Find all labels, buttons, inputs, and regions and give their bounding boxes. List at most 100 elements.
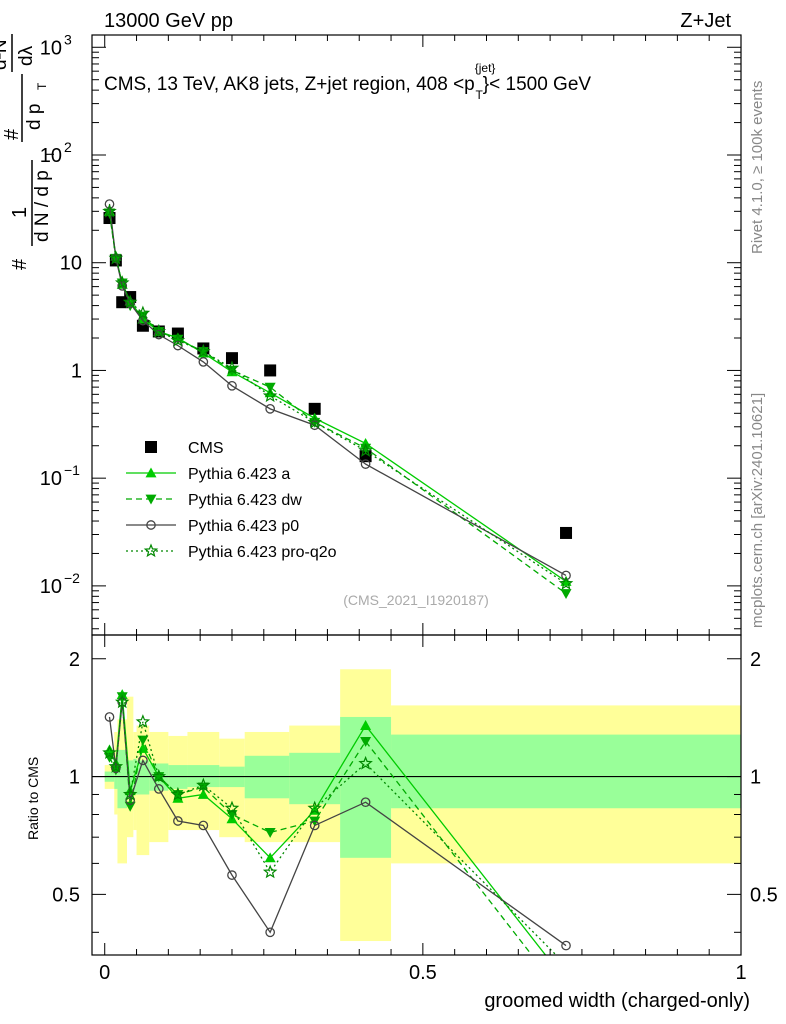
point-pythia_proq2o-12 [560,959,571,970]
point-pythia_dw-9 [264,382,276,393]
point-pythia_proq2o-5 [151,323,167,338]
analysis-watermark: (CMS_2021_I1920187) [343,592,489,608]
point-pythia_p0-5 [153,329,164,340]
mcplots-label: mcplots.cern.ch [arXiv:2401.10621] [749,393,766,628]
point-pythia_a-12 [560,575,572,586]
point-pythia_p0-11 [360,459,371,469]
point-pythia_proq2o-11 [358,443,373,457]
point-pythia_dw-9 [264,828,276,838]
ratio-series-layer [102,689,572,986]
y-tick-exp-4: 2 [64,139,72,155]
rivet-label: Rivet 4.1.0, ≥ 100k events [749,81,766,254]
point-pythia_p0-4 [138,755,148,766]
y-tick-label-ratio-left-1: 1 [69,767,80,789]
point-pythia_proq2o-2 [114,694,130,709]
point-pythia_proq2o-7 [196,777,211,792]
point-pythia_p0-9 [265,927,276,938]
legend-marker-pythia_dw [145,494,157,505]
series-line-pythia_proq2o [108,211,567,585]
ylabel-dn-t: T [43,150,57,158]
y-tick-base-2: 1 [71,360,82,382]
ylabel-d2n: d²N [0,39,11,70]
point-pythia_proq2o-8 [224,800,240,815]
series-line-pythia_proq2o [108,702,557,955]
point-pythia_p0-9 [265,403,276,414]
y-tick-label-main-0: 10 [40,576,62,598]
main-series-layer [102,199,574,599]
point-pythia_a-0 [103,744,115,755]
ratio-frame [91,634,742,956]
legend: CMS Pythia 6.423 a Pythia 6.423 dw Pythia 6… [126,440,337,561]
y-tick-exp-5: 3 [64,31,72,47]
point-pythia_dw-3 [124,801,136,812]
plot-title-sub: T [475,88,483,102]
point-pythia_p0-12 [561,570,571,581]
point-pythia_proq2o-4 [135,305,151,320]
plot-title-main: CMS, 13 TeV, AK8 jets, Z+jet region, 408… [104,74,475,95]
series-pythia_proq2o [102,203,574,590]
series-pythia_proq2o [102,694,571,970]
point-pythia_proq2o-10 [307,800,322,815]
plot-title-tail: }< 1500 GeV [483,74,592,95]
y-tick-label-ratio-right-1: 1 [750,767,761,789]
x-axis-label: groomed width (charged-only) [484,990,750,1012]
legend-marker-pythia_proq2o [143,543,159,558]
point-pythia_proq2o-3 [122,786,138,801]
legend-label-pythia_proq2o: Pythia 6.423 pro-q2o [188,544,337,561]
y-tick-base-5: 10 [40,37,62,59]
point-cms-12 [560,526,573,539]
point-pythia_proq2o-8 [224,360,240,375]
header-left: 13000 GeV pp [104,10,233,32]
point-pythia_p0-8 [227,870,237,880]
point-pythia_dw-11 [360,736,372,747]
legend-label-cms: CMS [188,440,224,457]
y-tick-label-ratio-left-2: 2 [69,649,80,671]
point-pythia_p0-8 [227,380,237,391]
y-tick-base-0: 10 [40,576,62,598]
y-tick-label-main-3: 10 [60,253,82,275]
ratio-ylabel: Ratio to CMS [25,757,41,840]
point-pythia_p0-5 [153,784,164,794]
point-pythia_p0-1 [111,763,121,774]
point-pythia_proq2o-2 [114,275,130,290]
band-inner-13 [391,734,741,809]
point-pythia_proq2o-5 [151,768,167,783]
ylabel-dlambda: dλ [16,45,37,66]
point-pythia_proq2o-6 [170,786,186,801]
point-pythia_proq2o-10 [307,414,322,429]
series-line-pythia_a [108,211,567,582]
point-pythia_p0-6 [173,816,183,826]
point-pythia_p0-7 [198,820,209,831]
point-pythia_proq2o-9 [262,864,278,879]
ylabel-dn: d N / d p [32,170,53,242]
legend-label-pythia_a: Pythia 6.423 a [188,466,290,483]
y-tick-label-ratio-right-2: 2 [750,649,761,671]
point-pythia_proq2o-1 [108,759,124,773]
point-pythia_proq2o-6 [170,332,186,347]
series-cms [103,212,573,539]
band-inner-3 [126,760,134,799]
plot-title-sup: {jet} [475,61,496,75]
y-tick-label-main-1: 10 [40,468,62,490]
point-pythia_a-12 [561,976,572,986]
point-pythia_p0-10 [309,820,320,831]
band-inner-2 [117,749,127,809]
y-tick-label-main-4: 10 [40,145,62,167]
point-cms-9 [264,364,277,377]
y-tick-label-ratio-left-0: 0.5 [52,884,80,906]
plot-title: CMS, 13 TeV, AK8 jets, Z+jet region, 408… [104,61,591,102]
point-pythia_a-7 [197,788,209,799]
y-tick-base-4: 10 [40,145,62,167]
point-pythia_proq2o-11 [358,755,373,770]
y-tick-exp-1: −1 [64,462,80,478]
point-pythia_p0-7 [198,357,209,367]
legend-marker-pythia_a [145,467,157,478]
series-line-pythia_p0 [108,204,567,577]
y-tick-label-ratio-right-0: 0.5 [750,884,778,906]
point-pythia_proq2o-1 [108,250,124,265]
point-pythia_proq2o-3 [122,294,138,309]
point-pythia_proq2o-9 [262,388,278,403]
point-pythia_dw-11 [360,443,372,454]
